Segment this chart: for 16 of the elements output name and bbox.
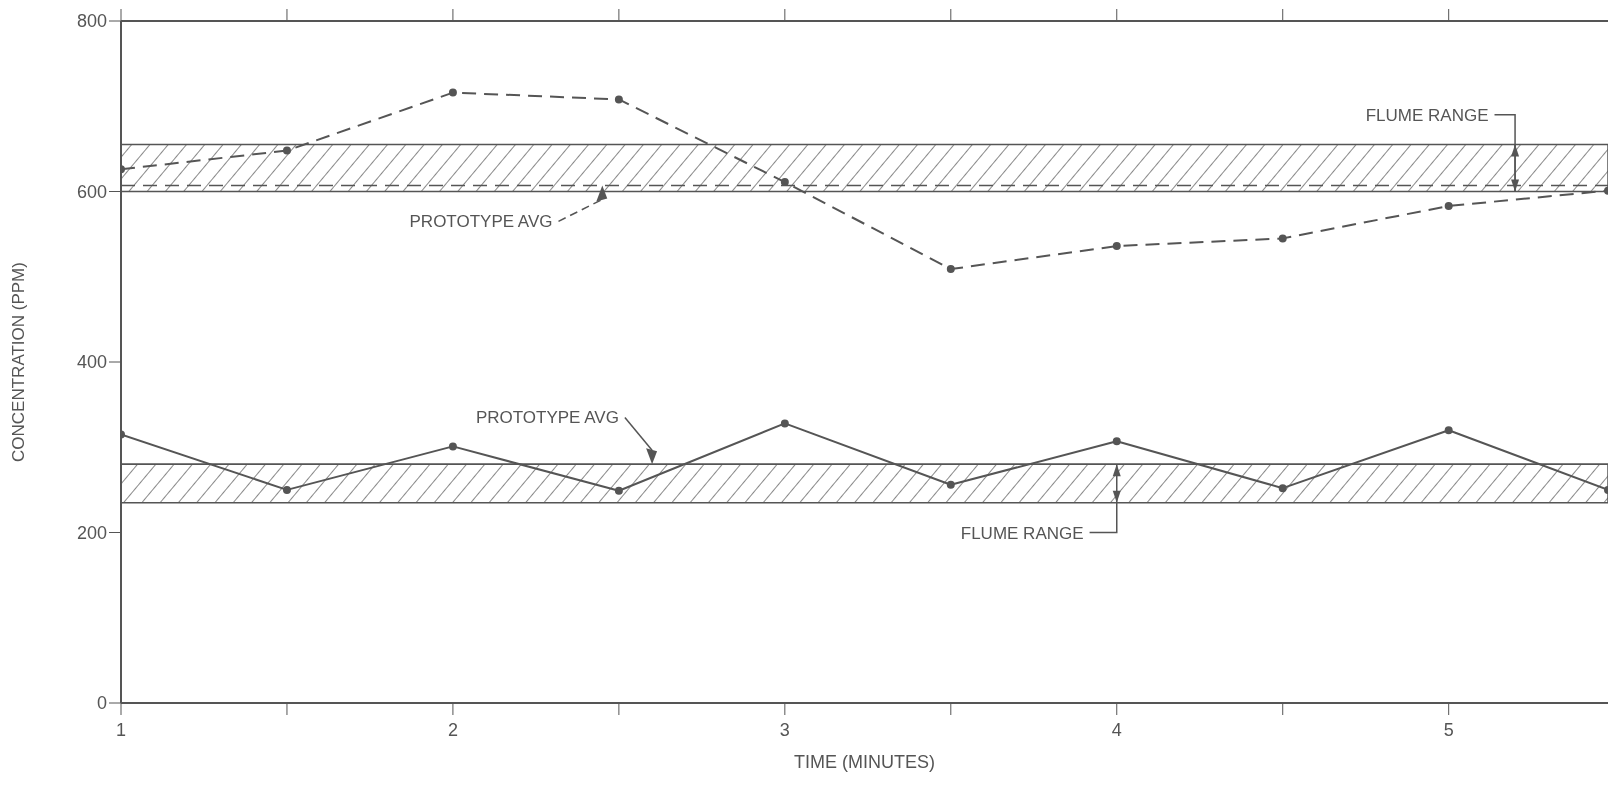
x-tick-label: 4 <box>1111 719 1122 740</box>
ref-line-label: PROTOTYPE AVG <box>475 408 619 428</box>
x-tick-label: 1 <box>115 719 127 740</box>
legend-label: PROTOTYPE AVG <box>409 212 553 232</box>
y-tick-label: 0 <box>96 693 107 714</box>
y-axis-title: CONCENTRATION (PPM) <box>9 262 29 462</box>
y-tick-label: 800 <box>76 11 107 32</box>
y-tick-label: 400 <box>76 352 107 373</box>
y-tick-label: 600 <box>76 181 107 202</box>
x-tick-label: 2 <box>447 719 458 740</box>
band-label: FLUME RANGE <box>1365 105 1489 125</box>
x-tick-label: 3 <box>779 719 790 740</box>
y-tick-label: 200 <box>76 522 107 543</box>
x-tick-label: 5 <box>1443 719 1454 740</box>
x-axis-title: TIME (MINUTES) <box>794 752 935 772</box>
band-label: FLUME RANGE <box>960 523 1084 543</box>
